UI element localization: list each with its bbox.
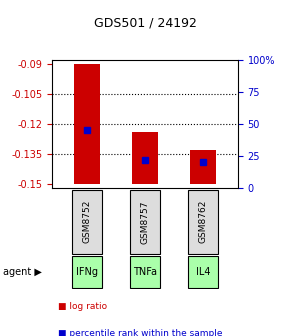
Bar bbox=[132, 132, 158, 184]
Text: GSM8762: GSM8762 bbox=[198, 200, 208, 244]
Text: GDS501 / 24192: GDS501 / 24192 bbox=[94, 17, 196, 30]
Bar bbox=[190, 150, 216, 184]
Text: IL4: IL4 bbox=[196, 267, 210, 277]
Text: ■ log ratio: ■ log ratio bbox=[58, 302, 107, 311]
Text: agent ▶: agent ▶ bbox=[3, 267, 42, 277]
Text: TNFa: TNFa bbox=[133, 267, 157, 277]
Text: GSM8752: GSM8752 bbox=[82, 200, 92, 244]
Text: IFNg: IFNg bbox=[76, 267, 98, 277]
FancyBboxPatch shape bbox=[188, 256, 218, 288]
FancyBboxPatch shape bbox=[130, 256, 160, 288]
FancyBboxPatch shape bbox=[72, 190, 102, 254]
Bar bbox=[74, 65, 100, 184]
FancyBboxPatch shape bbox=[72, 256, 102, 288]
FancyBboxPatch shape bbox=[130, 190, 160, 254]
Text: GSM8757: GSM8757 bbox=[140, 200, 150, 244]
FancyBboxPatch shape bbox=[188, 190, 218, 254]
Text: ■ percentile rank within the sample: ■ percentile rank within the sample bbox=[58, 329, 222, 336]
